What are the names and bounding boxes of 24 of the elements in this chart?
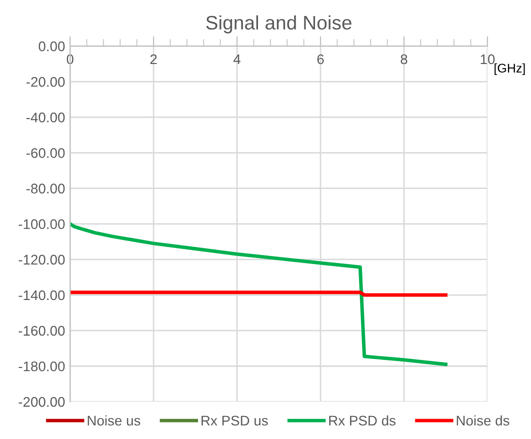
x-tick-label: 2 xyxy=(150,54,157,64)
y-tick-label: -80.00 xyxy=(26,184,65,194)
x-tick-label: 10 xyxy=(480,54,495,64)
y-tick-label: -40.00 xyxy=(26,112,65,122)
chart-title: Signal and Noise xyxy=(206,15,352,34)
y-tick-label: -100.00 xyxy=(18,219,65,230)
y-tick-label: -160.00 xyxy=(18,326,65,336)
x-tick-label: 6 xyxy=(317,54,324,64)
legend-label: Rx PSD ds xyxy=(329,415,396,426)
y-tick-label: -180.00 xyxy=(18,361,65,372)
y-tick-label: 0.00 xyxy=(38,41,65,52)
x-tick-label: 0 xyxy=(66,54,74,64)
x-tick-label: 4 xyxy=(233,54,240,64)
y-tick-label: -200.00 xyxy=(18,397,65,407)
y-tick-label: -120.00 xyxy=(18,254,65,265)
line-series xyxy=(70,222,448,366)
x-tick-label: 8 xyxy=(400,54,408,64)
legend-label: Noise ds xyxy=(456,415,510,426)
legend-label: Rx PSD us xyxy=(202,416,268,426)
y-tick-label: -20.00 xyxy=(26,76,65,87)
y-tick-label: -140.00 xyxy=(18,290,65,300)
y-tick-label: -60.00 xyxy=(26,148,65,158)
x-axis-title: [GHz] xyxy=(494,63,525,76)
legend-label: Noise us xyxy=(88,415,140,426)
